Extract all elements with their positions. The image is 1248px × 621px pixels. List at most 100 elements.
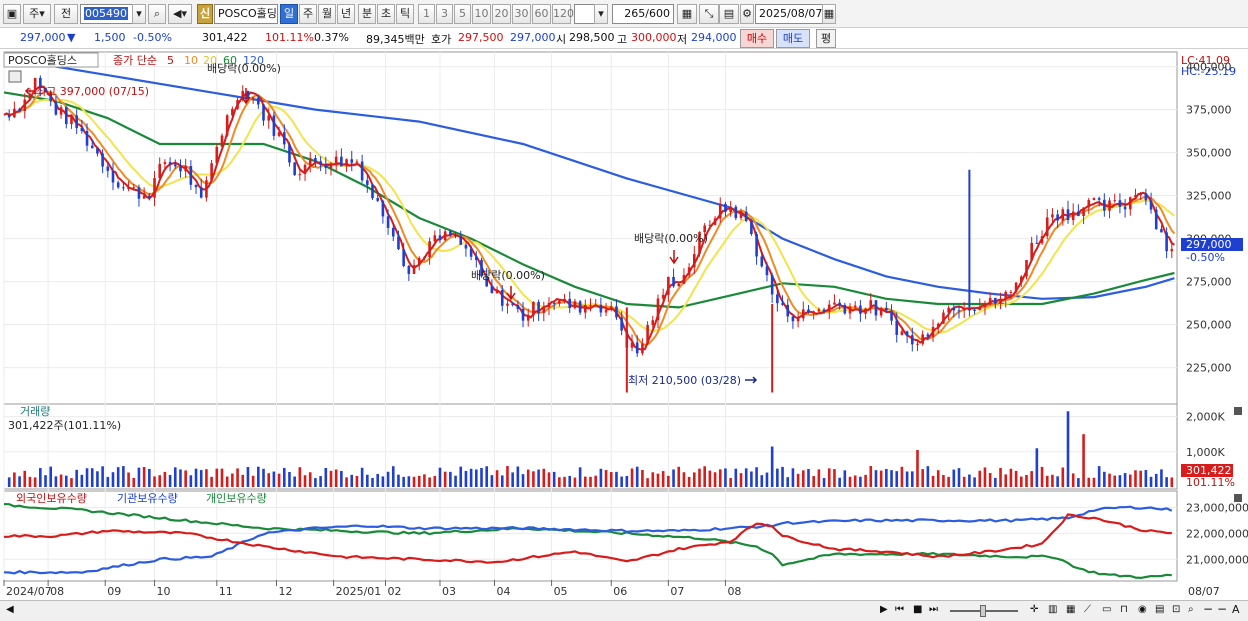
period-select[interactable]: 주▾: [23, 4, 51, 24]
candle-body: [469, 248, 473, 257]
volume-bar: [511, 472, 514, 487]
candlestick-series: [7, 75, 1174, 393]
calendar-icon[interactable]: ▦: [822, 4, 836, 24]
price-change: 1,500: [94, 31, 126, 44]
ruler-icon[interactable]: ▭: [1102, 604, 1112, 615]
font-size-icon[interactable]: A: [1232, 603, 1240, 616]
candle-body: [734, 206, 738, 219]
volume-bar: [376, 474, 379, 487]
grid-toggle-icon[interactable]: ▦: [1066, 604, 1076, 615]
stock-code-input[interactable]: 005490: [80, 4, 138, 24]
candle-body: [329, 165, 333, 168]
volume-bar: [179, 469, 182, 487]
magnifier-icon[interactable]: ⌕: [1188, 604, 1194, 615]
volume-bar: [750, 471, 753, 487]
tab-tick[interactable]: 틱: [396, 4, 414, 24]
volume-bar: [1009, 468, 1013, 487]
buy-button[interactable]: 매수: [740, 29, 774, 48]
line-tool-icon[interactable]: ⟋: [1084, 604, 1091, 615]
interval-3[interactable]: 3: [436, 4, 453, 24]
interval-30[interactable]: 30: [512, 4, 531, 24]
volume-bar: [33, 477, 37, 487]
volume-bar: [153, 476, 156, 487]
tab-year[interactable]: 년: [337, 4, 355, 24]
sound-icon[interactable]: ◀▾: [168, 4, 192, 24]
search-icon[interactable]: ⌕: [148, 4, 166, 24]
tab-day[interactable]: 일: [280, 4, 298, 24]
candle-body: [1061, 209, 1065, 221]
tab-minute[interactable]: 분: [358, 4, 376, 24]
candle-body: [859, 305, 862, 314]
candle-body: [1118, 200, 1122, 207]
candle-body: [708, 224, 712, 226]
dividend-arrow-1: [241, 88, 251, 105]
scroll-right-icon[interactable]: ▶: [880, 604, 888, 615]
interval-5[interactable]: 5: [454, 4, 471, 24]
holder-panel-close-icon[interactable]: [1234, 494, 1242, 502]
chart-scroll-bar[interactable]: ◀ ▶ ⏮ ■ ⏭ ✛ ▥ ▦ ⟋ ▭ ⊓ ◉ ▤ ⊡ ⌕ − − A: [0, 600, 1248, 621]
stop-icon[interactable]: ■: [913, 604, 923, 615]
zoom-out-icon[interactable]: −: [1203, 602, 1214, 616]
hc-value: HC:-25.19: [1181, 65, 1236, 78]
zoom-slider-handle[interactable]: [980, 605, 986, 617]
interval-1[interactable]: 1: [418, 4, 435, 24]
interval-10[interactable]: 10: [472, 4, 491, 24]
candle-body: [199, 187, 203, 198]
fast-forward-icon[interactable]: ⏭: [929, 604, 938, 615]
candle-body: [194, 184, 198, 188]
candle-body: [994, 297, 997, 304]
candle-body: [454, 235, 457, 237]
lock-icon[interactable]: ⊡: [1172, 604, 1181, 615]
grid-tool-icon[interactable]: ▦: [677, 4, 697, 24]
indicator-table-icon[interactable]: [8, 70, 22, 83]
layout-icon[interactable]: ▣: [3, 4, 21, 24]
interval-20[interactable]: 20: [492, 4, 511, 24]
price-legend: POSCO홀딩스 종가 단순 5 10 20 60 120: [3, 52, 264, 83]
candle-body: [817, 309, 821, 312]
legend-name-box: [3, 52, 99, 68]
candle-body: [988, 297, 992, 305]
evaluation-button[interactable]: 평: [816, 29, 836, 48]
volume-bar: [469, 468, 473, 487]
date-input[interactable]: 2025/08/07: [755, 4, 823, 24]
settings-gear-icon[interactable]: ⚙: [740, 4, 754, 24]
crosshair-icon[interactable]: ✛: [1030, 604, 1039, 615]
interval-120[interactable]: 120: [552, 4, 574, 24]
prev-button[interactable]: 전: [54, 4, 78, 24]
candle-body: [111, 170, 115, 183]
x-axis-label: 2024/07: [6, 585, 52, 598]
volume-bar: [438, 467, 442, 487]
volume-bar: [786, 477, 790, 487]
tab-second[interactable]: 초: [377, 4, 395, 24]
interval-dropdown-icon[interactable]: ▾: [594, 4, 608, 24]
x-axis-label: 08: [727, 585, 741, 598]
code-dropdown-icon[interactable]: ▾: [132, 4, 146, 24]
volume-bar: [999, 467, 1002, 487]
chart-type-icon[interactable]: ▥: [1048, 604, 1058, 615]
stock-chart[interactable]: 400,000375,000350,000325,000300,000275,0…: [0, 50, 1248, 601]
volume-bar: [7, 477, 11, 487]
stock-name-field[interactable]: POSCO홀딩스: [214, 4, 278, 24]
candle-body: [781, 303, 784, 305]
credit-badge[interactable]: 신: [197, 4, 213, 24]
tab-month[interactable]: 월: [318, 4, 336, 24]
volume-bar: [578, 467, 582, 487]
interval-60[interactable]: 60: [532, 4, 551, 24]
bar-count-field[interactable]: 265/600: [612, 4, 674, 24]
tab-week[interactable]: 주: [299, 4, 317, 24]
sell-button[interactable]: 매도: [776, 29, 810, 48]
volume-bar: [106, 476, 110, 487]
candle-body: [1051, 214, 1054, 218]
volume-bar: [215, 468, 219, 487]
volume-bar: [308, 472, 312, 487]
camera-icon[interactable]: ◉: [1138, 604, 1147, 615]
zoom-in-icon[interactable]: −: [1217, 602, 1228, 616]
rewind-icon[interactable]: ⏮: [895, 604, 904, 615]
volume-bar: [116, 467, 120, 487]
draw-tool-icon[interactable]: ⤡: [699, 4, 719, 24]
volume-panel-close-icon[interactable]: [1234, 407, 1242, 415]
scroll-left-icon[interactable]: ◀: [6, 604, 14, 615]
save-icon[interactable]: ▤: [719, 4, 739, 24]
magnet-icon[interactable]: ⊓: [1120, 604, 1128, 615]
save-image-icon[interactable]: ▤: [1155, 604, 1165, 615]
